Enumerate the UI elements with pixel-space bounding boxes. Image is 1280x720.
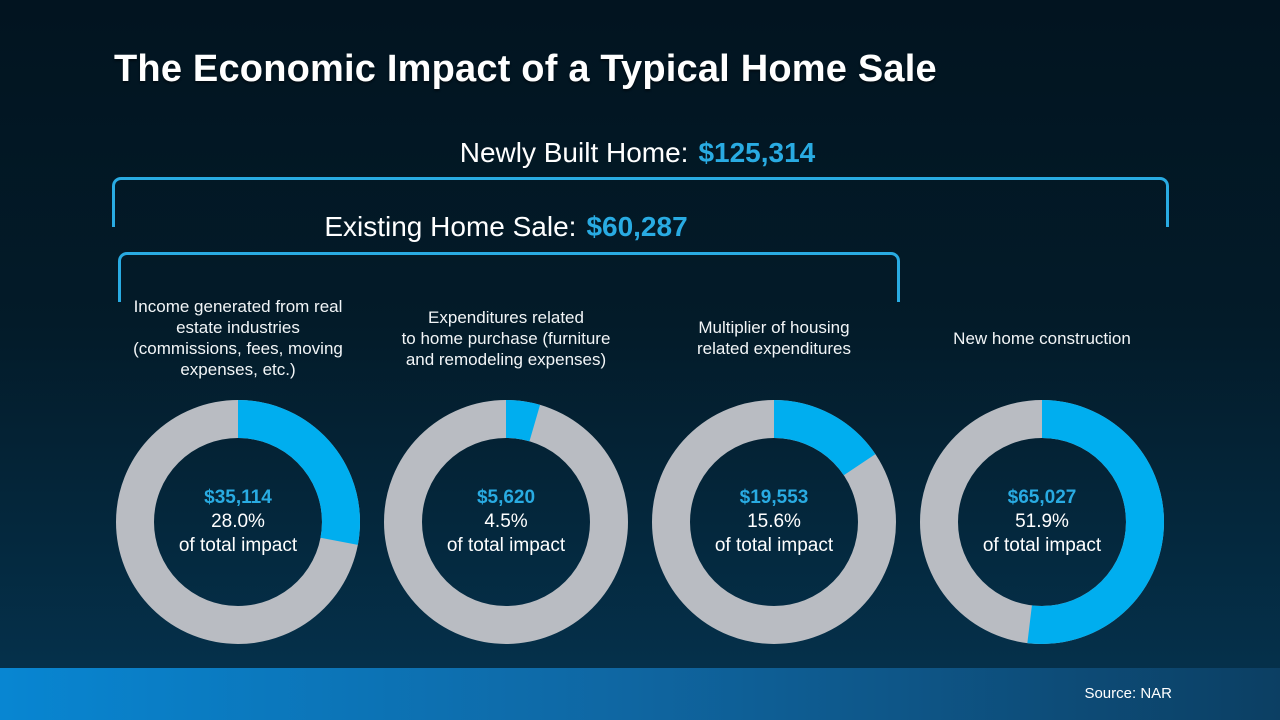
newly-built-home-header: Newly Built Home: $125,314 <box>112 137 1163 169</box>
donut-column-label: Income generated from real estate indust… <box>133 297 343 379</box>
donut-suffix: of total impact <box>446 535 566 556</box>
donut-center-text: $65,027 51.9% of total impact <box>920 400 1164 644</box>
existing-home-sale-value: $60,287 <box>586 211 688 242</box>
donut-chart: $5,620 4.5% of total impact <box>384 400 628 644</box>
newly-built-home-bracket <box>112 177 1169 227</box>
donut-column: New home construction $65,027 51.9% of t… <box>908 282 1176 644</box>
donut-center-text: $5,620 4.5% of total impact <box>384 400 628 644</box>
donut-suffix: of total impact <box>178 535 298 556</box>
page-title: The Economic Impact of a Typical Home Sa… <box>114 48 937 90</box>
source-text: Source: NAR <box>1084 685 1172 702</box>
donut-percent: 28.0% <box>211 511 265 532</box>
existing-home-sale-bracket <box>118 252 900 302</box>
newly-built-home-label: Newly Built Home: <box>459 137 689 168</box>
donut-ring <box>920 400 1164 644</box>
donut-column: Multiplier of housing related expenditur… <box>640 282 908 644</box>
donut-center-text: $19,553 15.6% of total impact <box>652 400 896 644</box>
existing-home-sale-label: Existing Home Sale: <box>324 211 577 242</box>
donut-suffix: of total impact <box>714 535 834 556</box>
donut-value: $35,114 <box>204 487 272 508</box>
donut-value: $5,620 <box>476 487 536 508</box>
newly-built-home-value: $125,314 <box>698 137 816 168</box>
donut-ring <box>116 400 360 644</box>
existing-home-sale-header: Existing Home Sale: $60,287 <box>118 211 894 243</box>
donut-center-text: $35,114 28.0% of total impact <box>116 400 360 644</box>
donut-chart: $19,553 15.6% of total impact <box>652 400 896 644</box>
donut-value: $65,027 <box>1007 487 1077 508</box>
donut-ring <box>652 400 896 644</box>
donut-column: Income generated from real estate indust… <box>104 282 372 644</box>
donut-percent: 15.6% <box>747 511 801 532</box>
donut-columns: Income generated from real estate indust… <box>104 282 1176 644</box>
donut-chart: $65,027 51.9% of total impact <box>920 400 1164 644</box>
donut-percent: 4.5% <box>484 511 528 532</box>
footer-bar: Source: NAR <box>0 668 1280 720</box>
donut-value: $19,553 <box>739 487 809 508</box>
donut-suffix: of total impact <box>982 535 1102 556</box>
donut-column-label: Expenditures related to home purchase (f… <box>401 307 611 369</box>
donut-chart: $35,114 28.0% of total impact <box>116 400 360 644</box>
donut-percent: 51.9% <box>1015 511 1069 532</box>
donut-ring <box>384 400 628 644</box>
donut-column-label: Multiplier of housing related expenditur… <box>696 318 852 358</box>
donut-column: Expenditures related to home purchase (f… <box>372 282 640 644</box>
donut-column-label: New home construction <box>953 328 1131 348</box>
